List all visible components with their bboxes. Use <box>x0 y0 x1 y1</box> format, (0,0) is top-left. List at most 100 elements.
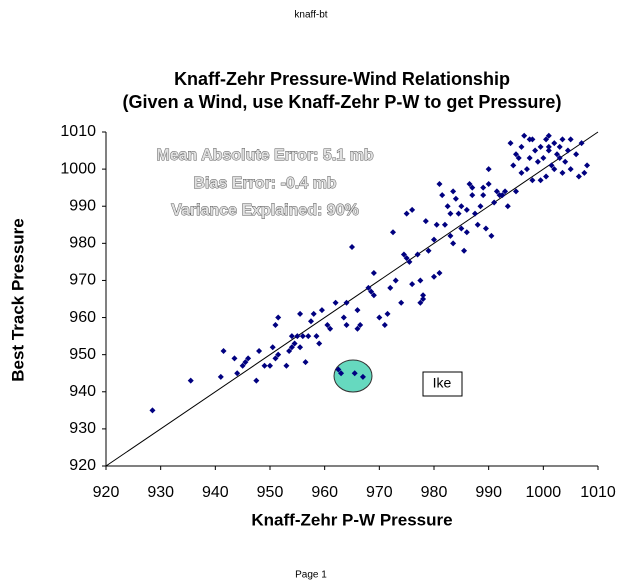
data-point <box>299 333 306 340</box>
data-point <box>441 221 448 228</box>
data-point <box>368 288 375 295</box>
data-point <box>420 292 427 299</box>
data-point <box>149 407 156 414</box>
data-point <box>359 373 366 380</box>
data-point <box>513 188 519 195</box>
data-point <box>288 333 295 340</box>
data-point <box>556 154 563 161</box>
data-point <box>502 188 509 195</box>
y-tick-label: 930 <box>69 420 96 437</box>
x-tick-label: 980 <box>421 484 448 501</box>
data-point <box>488 232 495 239</box>
data-point <box>275 314 282 321</box>
data-point <box>340 314 347 321</box>
data-point <box>376 314 383 321</box>
data-point <box>482 225 489 232</box>
data-point <box>469 192 476 199</box>
data-point <box>414 251 421 258</box>
data-point <box>392 277 399 284</box>
y-tick-label: 920 <box>69 457 96 474</box>
data-point <box>272 321 279 328</box>
data-point <box>349 244 355 251</box>
data-point <box>529 177 536 184</box>
data-point <box>403 255 410 262</box>
data-point <box>515 154 522 161</box>
data-point <box>455 210 462 217</box>
data-point <box>433 221 440 228</box>
x-tick-label: 920 <box>93 484 120 501</box>
data-point <box>403 210 410 217</box>
y-tick-label: 990 <box>69 197 96 214</box>
x-tick-label: 950 <box>257 484 284 501</box>
data-point <box>439 192 446 199</box>
data-point <box>447 232 454 239</box>
data-point <box>288 344 295 351</box>
data-point <box>436 180 443 187</box>
data-point <box>458 225 465 232</box>
data-point <box>390 229 396 236</box>
data-point <box>332 299 339 306</box>
data-point <box>556 143 563 150</box>
data-point <box>343 321 350 328</box>
data-point <box>581 169 588 176</box>
highlight-ellipse <box>333 359 373 393</box>
data-point <box>447 210 454 217</box>
data-point <box>559 169 566 176</box>
data-point <box>291 340 298 347</box>
data-point <box>365 284 372 291</box>
x-tick-label: 940 <box>202 484 229 501</box>
data-point <box>507 140 514 147</box>
data-point <box>461 247 468 254</box>
data-point <box>420 296 427 302</box>
highlight-label: Ike <box>433 375 452 391</box>
chart-subtitle: (Given a Wind, use Knaff-Zehr P-W to get… <box>123 92 562 112</box>
data-point <box>313 333 320 340</box>
data-point <box>578 140 585 147</box>
data-point <box>417 277 424 284</box>
data-point <box>575 173 582 180</box>
annotation: Mean Absolute Error: 5.1 mb <box>156 147 373 164</box>
data-point <box>409 281 416 288</box>
data-point <box>513 151 519 158</box>
data-point <box>545 143 552 150</box>
data-point <box>357 321 364 328</box>
x-tick-label: 960 <box>311 484 338 501</box>
annotation: Bias Error: -0.4 mb <box>193 175 336 192</box>
data-point <box>469 184 476 191</box>
page-footer: Page 1 <box>295 570 327 581</box>
data-point <box>343 299 350 306</box>
data-point <box>537 143 544 150</box>
data-point <box>537 177 544 184</box>
data-point <box>220 347 227 354</box>
data-point <box>493 188 500 195</box>
data-point <box>529 136 536 143</box>
data-point <box>310 310 317 317</box>
data-point <box>472 210 478 217</box>
data-point <box>297 310 304 317</box>
data-point <box>543 173 550 180</box>
data-point <box>436 270 443 277</box>
data-point <box>335 366 342 373</box>
data-point <box>431 273 437 280</box>
data-point <box>316 340 323 347</box>
y-tick-label: 960 <box>69 309 96 326</box>
data-point <box>545 147 552 154</box>
y-tick-label: 970 <box>69 272 96 289</box>
data-point <box>297 344 304 351</box>
y-tick-label: 1000 <box>60 160 96 177</box>
data-point <box>370 270 377 277</box>
annotation: Variance Explained: 90% <box>171 202 359 219</box>
data-point <box>324 321 331 328</box>
data-point <box>234 370 241 377</box>
data-point <box>474 221 481 228</box>
data-point <box>256 347 263 354</box>
data-point <box>480 184 487 191</box>
data-point <box>450 240 457 247</box>
data-point <box>543 136 550 143</box>
data-point <box>564 147 571 154</box>
y-tick-label: 950 <box>69 346 96 363</box>
data-point <box>551 166 558 173</box>
data-point <box>398 299 405 306</box>
data-point <box>370 292 377 299</box>
